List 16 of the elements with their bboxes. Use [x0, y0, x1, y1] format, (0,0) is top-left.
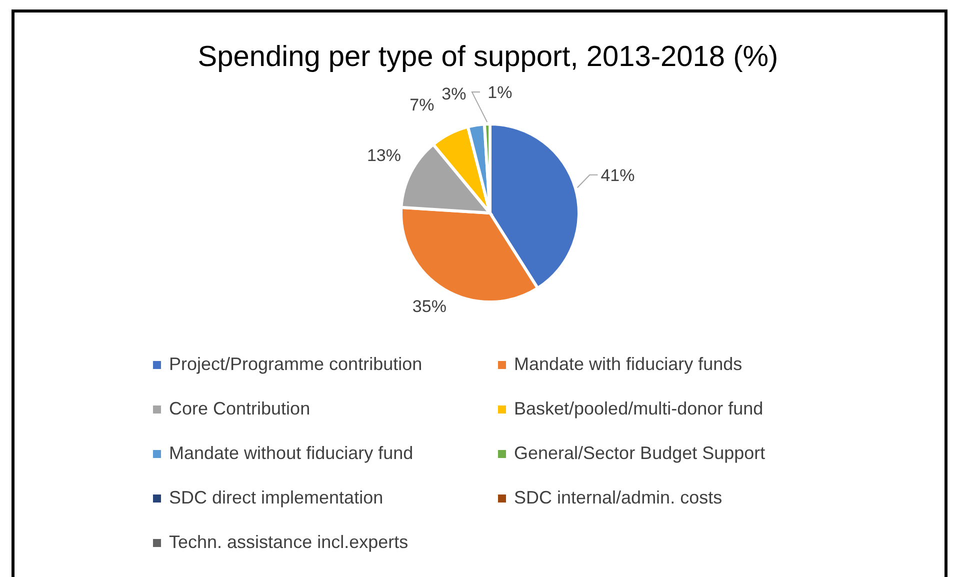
legend-label: Basket/pooled/multi-donor fund	[514, 398, 764, 418]
data-label: 7%	[410, 96, 434, 115]
chart-title: Spending per type of support, 2013-2018 (%)	[198, 41, 778, 73]
data-label: 1%	[488, 83, 512, 102]
legend-label: Mandate without fiduciary fund	[169, 443, 414, 463]
legend-label: General/Sector Budget Support	[514, 443, 766, 463]
data-label: 41%	[600, 166, 635, 185]
data-label: 35%	[412, 296, 446, 316]
legend-label: SDC internal/admin. costs	[514, 488, 722, 508]
data-label: 3%	[442, 84, 466, 104]
legend-label: Core Contribution	[169, 398, 310, 418]
legend-label: Project/Programme contribution	[169, 354, 422, 374]
legend-label: Mandate with fiduciary funds	[514, 354, 742, 374]
legend-label: SDC direct implementation	[169, 488, 384, 508]
legend-label: Techn. assistance incl.experts	[169, 532, 408, 552]
data-label: 13%	[366, 146, 401, 165]
